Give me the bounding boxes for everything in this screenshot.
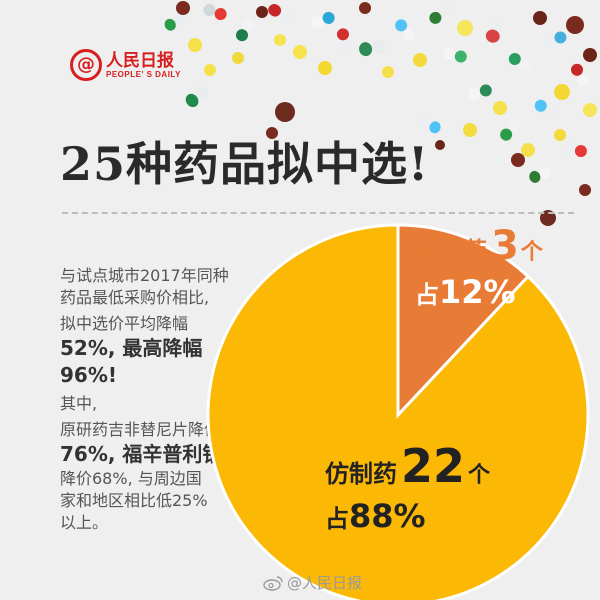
logo-text: 人民日报 PEOPLE' S DAILY bbox=[106, 52, 181, 79]
label-original-prefix: 占 bbox=[415, 281, 439, 309]
text-line: 96%! bbox=[60, 363, 117, 387]
label-generic-percent: 88% bbox=[349, 497, 426, 535]
text-line: 拟中选价平均降幅 bbox=[60, 314, 189, 333]
label-generic-name: 仿制药 bbox=[325, 460, 397, 488]
tablet-icon bbox=[188, 20, 597, 157]
label-generic-prefix: 占 bbox=[325, 505, 349, 533]
people-daily-logo: @ 人民日报 PEOPLE' S DAILY bbox=[70, 49, 181, 81]
text-line: 家和地区相比低25% bbox=[60, 491, 208, 510]
text-line: 以上。 bbox=[60, 513, 109, 532]
label-original-percent: 12% bbox=[439, 273, 516, 311]
text-line: 与试点城市2017年同种 bbox=[60, 266, 229, 285]
label-original-share: 占12% bbox=[415, 273, 516, 311]
text-line: 药品最低采购价相比, bbox=[60, 288, 210, 307]
label-generic-unit: 个 bbox=[468, 463, 491, 488]
label-original-count: 3 bbox=[491, 223, 519, 269]
pie-slice-original-drug bbox=[396, 223, 531, 419]
logo-name: 人民日报 bbox=[106, 50, 174, 71]
logo-name-en: PEOPLE' S DAILY bbox=[106, 69, 181, 79]
page-title: 25种药品拟中选! bbox=[60, 137, 430, 191]
text-line: 降价68%, 与周边国 bbox=[60, 469, 202, 488]
text-line: 52%, 最高降幅 bbox=[60, 336, 203, 360]
pills-decoration bbox=[164, 1, 597, 226]
capsule-icon bbox=[164, 3, 589, 183]
dashed-divider bbox=[62, 212, 574, 214]
label-generic-count: 22 bbox=[401, 439, 465, 493]
label-original-unit: 个 bbox=[521, 240, 544, 265]
label-generic-share: 占88% bbox=[325, 497, 426, 535]
weibo-watermark: @人民日报 bbox=[263, 572, 362, 593]
description-text: 与试点城市2017年同种 药品最低采购价相比, 拟中选价平均降幅 52%, 最高… bbox=[60, 265, 260, 534]
label-generic-drug: 仿制药22 个 bbox=[325, 439, 491, 493]
watermark-text: @人民日报 bbox=[287, 574, 363, 592]
text-line: 其中, bbox=[60, 394, 98, 413]
at-circle-logo-icon: @ bbox=[70, 49, 102, 81]
weibo-icon bbox=[263, 575, 283, 591]
label-original-drug: 原研药 3个 bbox=[415, 223, 544, 269]
text-line: 原研药吉非替尼片降价 bbox=[60, 420, 221, 439]
pie-slice-generic-drug bbox=[206, 223, 590, 600]
label-original-name: 原研药 bbox=[415, 237, 487, 265]
brown-pill-icon bbox=[176, 1, 597, 226]
